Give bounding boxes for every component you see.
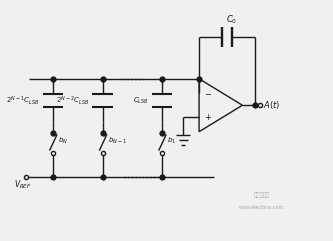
Text: $b_N$: $b_N$ bbox=[58, 136, 68, 146]
Text: $2^{N-2}C_{LSB}$: $2^{N-2}C_{LSB}$ bbox=[56, 94, 89, 107]
Text: $2^{N-1}C_{LSB}$: $2^{N-1}C_{LSB}$ bbox=[6, 94, 40, 107]
Text: $b_1$: $b_1$ bbox=[167, 136, 176, 146]
Text: $V_{REF}$: $V_{REF}$ bbox=[14, 178, 31, 191]
Text: $C_0$: $C_0$ bbox=[226, 13, 237, 26]
Text: $+$: $+$ bbox=[204, 113, 212, 122]
Text: $C_{LSB}$: $C_{LSB}$ bbox=[133, 95, 149, 106]
Text: $-$: $-$ bbox=[204, 88, 212, 98]
Text: www.elecfans.com: www.elecfans.com bbox=[239, 205, 284, 210]
Text: $b_{N-1}$: $b_{N-1}$ bbox=[108, 136, 126, 146]
Text: $A(t)$: $A(t)$ bbox=[263, 99, 281, 111]
Text: 电子发烧友: 电子发烧友 bbox=[253, 192, 270, 198]
